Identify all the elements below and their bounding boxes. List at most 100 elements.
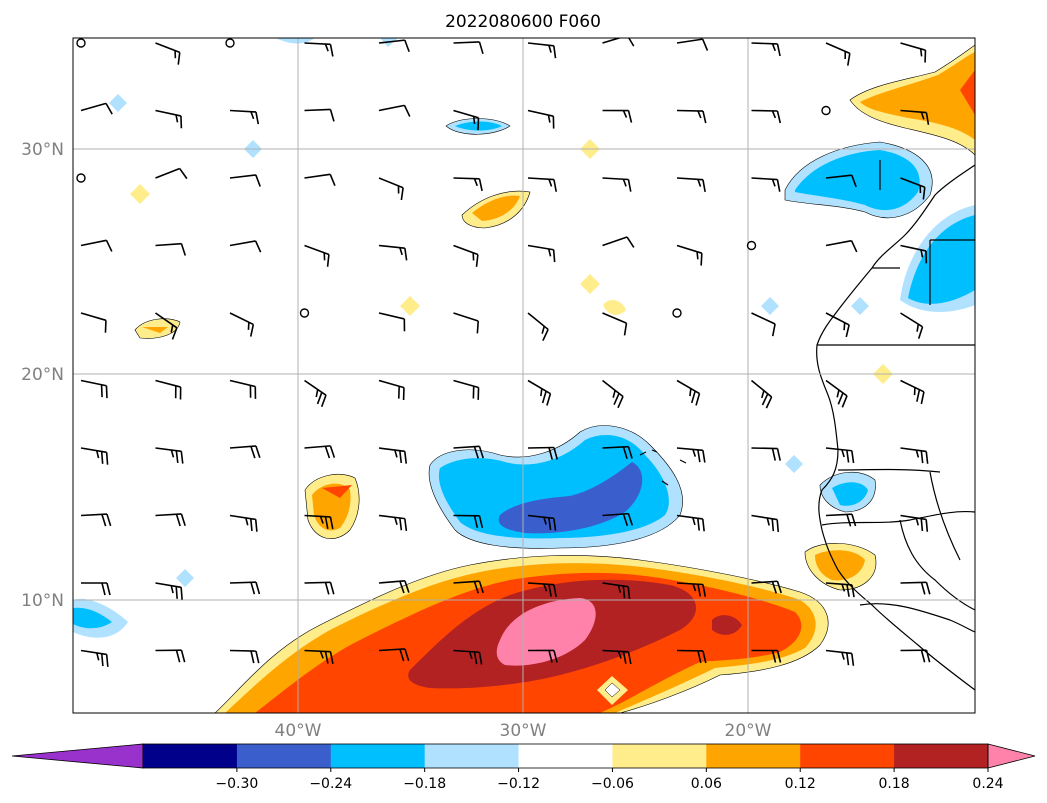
wind-barb xyxy=(825,174,857,188)
wind-barb xyxy=(825,239,858,253)
wind-barb xyxy=(378,104,411,117)
wind-barb xyxy=(80,582,111,596)
wind-barb xyxy=(676,447,706,463)
wind-barb xyxy=(80,649,109,667)
wind-barb xyxy=(80,312,107,333)
colorbar-ticks: −0.30 −0.24 −0.18 −0.12 −0.06 0.06 0.12 0.18 0.2… xyxy=(215,768,1004,792)
wind-barb xyxy=(304,581,335,595)
wind-barb xyxy=(603,718,632,731)
calm-wind-marker xyxy=(672,308,682,318)
wind-barb xyxy=(676,38,709,51)
lon-label-40w: 40°W xyxy=(275,721,322,741)
lat-label-20n: 20°N xyxy=(21,365,64,385)
colorbar-extend-high xyxy=(987,743,1036,769)
wind-barb xyxy=(676,514,705,532)
wind-barb xyxy=(155,312,178,340)
wind-barb xyxy=(825,447,855,464)
colorbar-segment xyxy=(143,744,238,768)
wind-barb xyxy=(974,245,975,247)
wind-barb xyxy=(304,514,334,530)
wind-barb xyxy=(602,582,631,600)
wind-barb xyxy=(155,582,183,600)
wind-barb xyxy=(527,109,555,129)
wind-barb xyxy=(751,177,781,192)
colorbar-segment xyxy=(518,744,613,768)
colorbar-tick-label: −0.18 xyxy=(403,776,446,792)
wind-barb xyxy=(81,718,109,733)
wind-barb xyxy=(155,109,183,129)
wind-barb xyxy=(378,244,408,261)
wind-barb xyxy=(901,718,928,734)
calm-wind-marker xyxy=(821,105,831,116)
wind-barb xyxy=(155,379,182,400)
wind-barb xyxy=(900,649,931,663)
wind-barb xyxy=(900,177,926,200)
wind-barb xyxy=(602,445,633,460)
wind-barb xyxy=(974,650,975,652)
wind-barb xyxy=(155,447,184,464)
wind-barb xyxy=(453,445,484,459)
wind-barb xyxy=(453,41,484,55)
wind-barb xyxy=(602,312,628,336)
wind-barb xyxy=(229,445,261,459)
wind-barb xyxy=(229,379,257,399)
lat-label-10n: 10°N xyxy=(21,591,64,611)
wind-barb xyxy=(80,239,113,252)
wind-barb xyxy=(974,380,975,382)
wind-barb xyxy=(304,173,336,187)
wind-barb xyxy=(676,649,707,664)
wind-barb xyxy=(453,514,484,529)
wind-barb xyxy=(454,718,483,730)
colorbar-tick-label: −0.06 xyxy=(591,776,634,792)
wind-barb xyxy=(229,581,261,595)
wind-barb xyxy=(453,244,479,267)
colorbar-tick-label: −0.12 xyxy=(497,776,540,792)
wind-barb xyxy=(602,177,632,192)
wind-barb xyxy=(80,102,113,115)
wind-barb xyxy=(527,379,552,406)
wind-barb xyxy=(80,513,112,527)
colorbar-tick-label: −0.30 xyxy=(215,776,258,792)
wind-barb xyxy=(750,379,773,409)
latitude-labels: 30°N 20°N 10°N xyxy=(21,140,64,611)
colorbar-tick-label: 0.06 xyxy=(691,776,722,792)
wind-barb xyxy=(974,514,975,516)
wind-barb xyxy=(229,649,260,664)
wind-barb xyxy=(527,244,556,263)
wind-barb xyxy=(453,580,485,594)
colorbar-tick-label: −0.24 xyxy=(309,776,352,792)
wind-barb xyxy=(527,177,558,192)
wind-barb xyxy=(602,38,635,47)
positive-anomaly-band xyxy=(214,555,829,713)
colorbar-tick-label: 0.12 xyxy=(785,776,816,792)
wind-barb xyxy=(527,42,557,59)
wind-barb xyxy=(155,649,186,663)
wind-barb xyxy=(900,447,929,464)
wind-barb xyxy=(900,379,925,405)
wind-barb xyxy=(155,167,188,180)
wind-barb xyxy=(453,379,480,400)
wind-barbs xyxy=(76,38,975,734)
wind-barb xyxy=(751,514,780,532)
wind-barb xyxy=(304,244,330,267)
wind-barb xyxy=(527,649,558,663)
longitude-labels: 40°W 30°W 20°W xyxy=(275,721,772,741)
small-anomalies xyxy=(73,38,975,638)
wind-barb xyxy=(378,312,406,332)
wind-barb xyxy=(304,42,334,57)
wind-barb xyxy=(900,109,930,125)
wind-barb xyxy=(602,512,634,526)
wind-barb xyxy=(229,514,258,532)
wind-barb xyxy=(602,236,635,248)
wind-barb xyxy=(378,648,410,662)
wind-barb xyxy=(751,312,776,337)
colorbar-segment xyxy=(236,744,332,768)
colorbar-segment xyxy=(706,744,801,768)
wind-barb xyxy=(229,174,261,187)
wind-barb xyxy=(155,42,181,65)
map-panel xyxy=(73,38,975,734)
wind-barb xyxy=(825,379,848,408)
colorbar-segment xyxy=(612,744,707,768)
colorbar-segment xyxy=(330,744,426,768)
calm-wind-marker xyxy=(76,173,86,183)
